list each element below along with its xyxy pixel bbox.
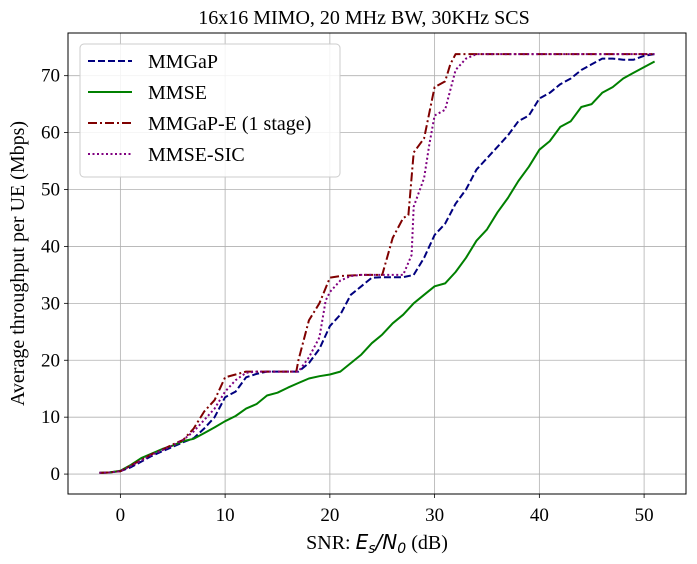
- x-tick-label: 10: [216, 505, 235, 526]
- x-tick-label: 30: [425, 505, 444, 526]
- y-tick-label: 40: [41, 236, 60, 257]
- y-tick-label: 10: [41, 407, 60, 428]
- x-tick-label: 0: [116, 505, 126, 526]
- series-line: [99, 53, 655, 474]
- series-line: [99, 53, 655, 474]
- legend-label: MMSE: [148, 82, 207, 104]
- y-tick-label: 0: [51, 464, 61, 485]
- y-tick-label: 70: [41, 66, 60, 87]
- chart-title: 16x16 MIMO, 20 MHz BW, 30KHz SCS: [198, 7, 530, 29]
- legend-label: MMSE-SIC: [148, 144, 245, 166]
- y-tick-label: 20: [41, 350, 60, 371]
- y-tick-label: 60: [41, 123, 60, 144]
- legend: MMGaP MMSE MMGaP-E (1 stage) MMSE-SIC: [79, 43, 341, 178]
- x-tick-label: 50: [635, 505, 654, 526]
- plot-frame: [67, 32, 687, 495]
- axis-ticks: 0 10 20 30 40 50 0 10 20 30 40 50 60 70: [41, 66, 654, 526]
- x-tick-label: 20: [320, 505, 339, 526]
- grid-lines: [68, 33, 686, 494]
- y-axis-label: Average throughput per UE (Mbps): [7, 121, 29, 406]
- series-line: [99, 53, 655, 474]
- legend-box: [79, 43, 341, 178]
- x-axis-label: SNR: Es/N0 (dB): [306, 530, 448, 557]
- y-tick-label: 30: [41, 293, 60, 314]
- legend-label: MMGaP: [148, 51, 218, 73]
- x-tick-label: 40: [530, 505, 549, 526]
- legend-label: MMGaP-E (1 stage): [148, 113, 311, 135]
- series-line: [99, 60, 656, 474]
- series-group: [99, 53, 656, 474]
- y-tick-label: 50: [41, 180, 60, 201]
